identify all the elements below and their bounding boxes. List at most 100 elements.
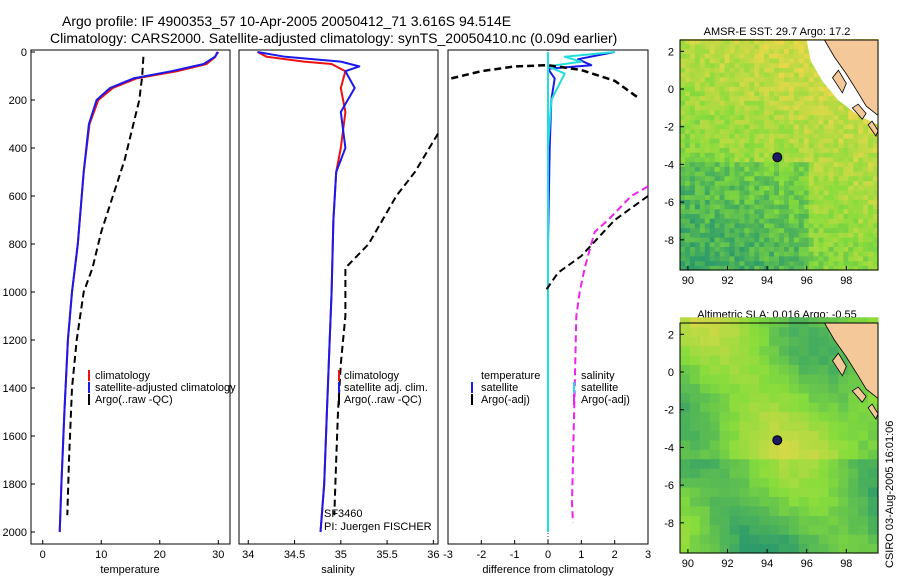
map-cell [699,383,711,394]
map-cell [818,524,830,535]
map-cell [779,373,790,384]
map-cell [793,138,800,144]
map-cell [833,246,839,252]
map-cell [818,246,825,252]
map-cell [714,109,721,116]
map-cell [694,199,701,205]
map-cell [808,128,815,134]
map-cell [704,128,711,134]
map-cell [823,199,830,205]
map-cell [793,237,800,243]
map-cell [798,364,810,375]
map-cell [808,152,815,158]
map-cell [744,147,750,153]
map-cell [749,487,760,497]
map-cell [788,345,800,356]
map-cell [779,421,790,431]
map-cell [813,251,820,257]
map-cell [784,53,790,59]
map-cell [774,105,780,111]
map-cell [724,39,731,45]
map-cell [744,133,750,139]
map-cell [714,119,721,125]
map-cell [784,86,790,92]
map-cell [719,468,731,479]
map-cell [744,138,750,144]
map-cell [764,166,770,172]
map-cell [759,57,765,64]
map-cell [724,138,731,144]
map-cell [709,208,716,214]
map-cell [764,147,770,153]
map-cell [759,265,765,271]
map-cell [764,175,770,181]
map-cell [759,355,770,365]
map-cell [749,185,755,191]
map-cell [739,208,745,214]
map-cell [759,260,765,266]
map-cell [828,171,835,177]
map-cell [704,189,711,196]
map-cell [739,411,750,422]
map-cell [689,336,701,347]
map-cell [769,72,775,78]
map-cell [818,86,825,92]
map-cell [818,543,830,554]
map-cell [699,241,706,247]
map-cell [853,208,859,214]
map-cell [813,161,820,167]
island [851,386,867,403]
map-cell [803,147,810,153]
map-cell [784,57,790,64]
map-cell [709,43,716,50]
map-cell [680,487,691,497]
map-cell [699,100,706,106]
map-cell [828,222,835,229]
map-cell [739,534,750,545]
map-cell [749,430,760,441]
map-cell [739,246,745,252]
map-cell [764,185,770,191]
map-cell [759,147,765,153]
map-cell [848,515,859,526]
map-cell [744,166,750,172]
map-cell [818,180,825,186]
map-cell [744,208,750,214]
map-cell [704,232,711,238]
map-cell [838,373,849,384]
map-cell [694,208,701,214]
map-cell [863,180,869,186]
map-cell [759,222,765,229]
map-cell [803,142,810,148]
map-cell [714,128,721,134]
map-cell [739,430,750,441]
map-cell [729,505,740,516]
map-cell [788,185,795,191]
map-cell [754,161,760,167]
xtick-label: -1 [510,549,520,561]
map-cell [873,156,879,163]
map-cell [853,152,859,158]
map-cell [803,204,810,210]
map-cell [754,67,760,73]
map-cell [803,76,810,83]
map-cell [793,204,800,210]
map-cell [798,109,805,116]
map-cell [749,39,755,45]
map-cell [793,189,800,196]
legend-temp-argo: Argo(-adj) [481,394,530,406]
map-cell [694,48,701,54]
map-cell [793,133,800,139]
map-cell [813,213,820,219]
map-cell [779,430,790,441]
map-cell [788,166,795,172]
map-cell [749,48,755,54]
map-cell [709,241,716,247]
map-cell [719,265,726,271]
map-cell [853,119,859,125]
map-cell [774,90,780,97]
map-cell [744,62,750,68]
map-cell [798,430,810,441]
map-cell [759,43,765,50]
map-cell [749,199,755,205]
